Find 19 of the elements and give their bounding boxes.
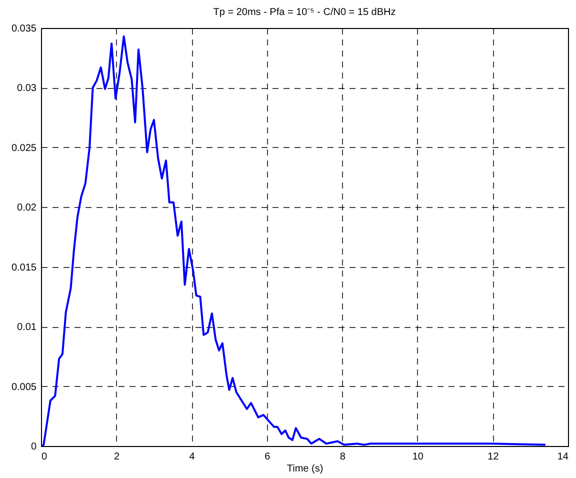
y-tick-label: 0.025 [11,142,37,154]
x-axis-title: Time (s) [286,464,324,474]
y-tick-label: 0.02 [17,202,37,214]
x-tick-label: 0 [42,452,48,462]
x-tick-label: 12 [488,452,500,462]
chart-title: Tp = 20ms - Pfa = 10⁻⁵ - C/N0 = 15 dBHz [213,7,396,18]
y-tick-label: 0.01 [17,322,37,334]
y-tick-label: 0 [30,442,37,452]
y-tick-label: 0.035 [11,24,37,34]
y-tick-label: 0.03 [17,83,37,94]
x-tick-label: 14 [557,452,569,462]
y-tick-label: 0.005 [11,382,37,393]
x-tick-label: 4 [189,452,196,462]
x-tick-label: 6 [264,452,271,462]
x-tick-label: 8 [340,452,346,462]
line-series [41,35,546,446]
y-tick-label: 0.015 [11,262,37,274]
x-tick-label: 2 [114,452,120,462]
x-tick-label: 10 [412,452,424,462]
